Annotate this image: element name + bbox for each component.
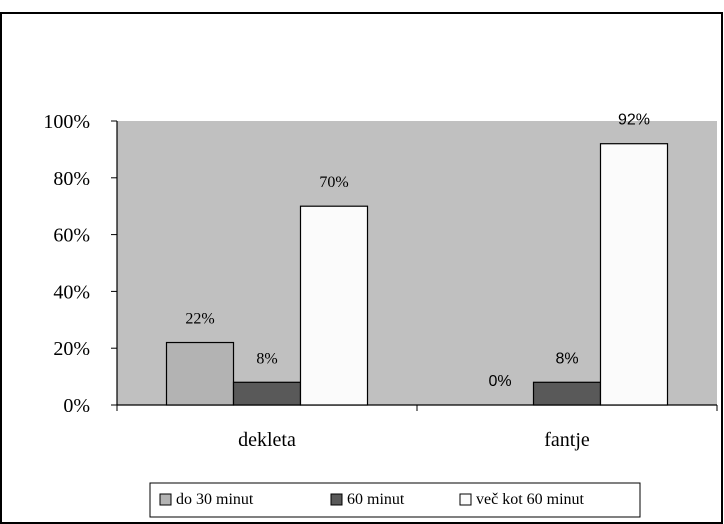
category-label: dekleta [238, 429, 296, 451]
legend-swatch [159, 493, 172, 506]
y-axis-ticks: 0% 20% 40% 60% 80% 100% [43, 111, 117, 417]
bar [599, 143, 669, 406]
y-tick-label: 20% [53, 338, 90, 360]
data-label: 70% [319, 174, 348, 191]
bar [232, 381, 302, 406]
legend-swatch [459, 493, 472, 506]
data-label: 8% [555, 350, 578, 367]
category-label: fantje [544, 429, 590, 451]
legend-box [149, 482, 641, 518]
data-label: 0% [488, 373, 511, 390]
y-tick-label: 100% [43, 111, 90, 133]
legend: do 30 minut 60 minut več kot 60 minut [149, 482, 641, 518]
bars [165, 143, 669, 406]
legend-label: več kot 60 minut [476, 491, 585, 508]
legend-label: 60 minut [347, 491, 405, 508]
bar [532, 381, 602, 406]
y-tick-label: 60% [53, 225, 90, 247]
legend-label: do 30 minut [176, 491, 254, 508]
data-label: 8% [256, 350, 277, 367]
x-axis-ticks [116, 405, 718, 411]
y-tick-label: 40% [53, 281, 90, 303]
bar [299, 205, 369, 406]
y-tick-label: 0% [63, 395, 90, 417]
y-tick-label: 80% [53, 168, 90, 190]
data-labels: 22% 8% 70% 0% 8% 92% [185, 112, 650, 390]
legend-swatch [330, 493, 343, 506]
data-label: 92% [618, 112, 650, 129]
bar [165, 341, 235, 406]
category-labels: dekleta fantje [238, 429, 590, 451]
data-label: 22% [185, 311, 214, 328]
